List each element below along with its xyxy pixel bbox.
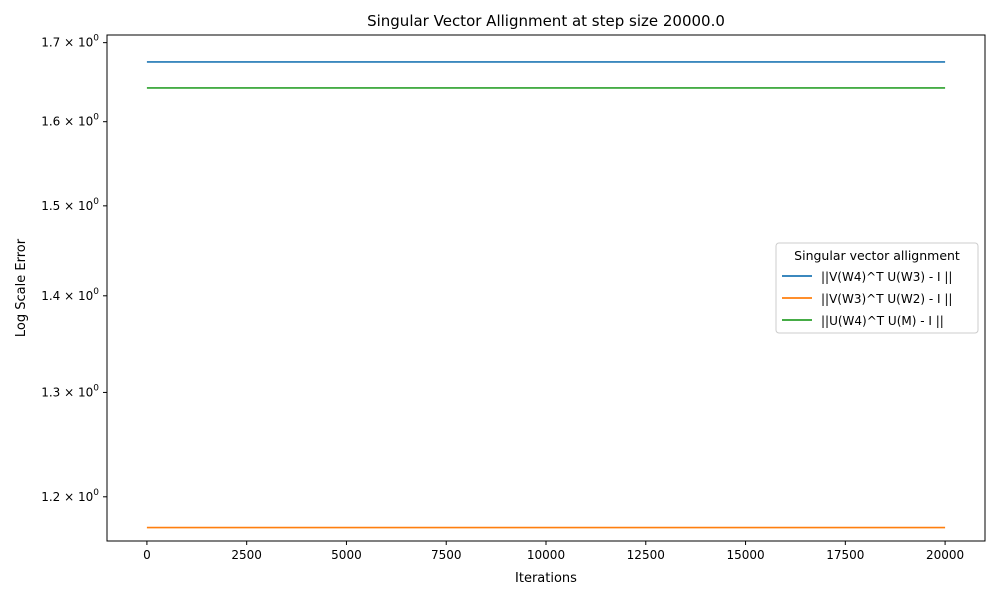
legend-frame — [775, 242, 979, 334]
legend-label-3: ||U(W4)^T U(M) - I || — [821, 314, 944, 328]
x-axis-label: Iterations — [515, 571, 577, 586]
legend-label-1: ||V(W4)^T U(W3) - I || — [821, 270, 952, 284]
y-tick-label: 1.4 × 100 — [41, 287, 99, 303]
plot-area — [146, 61, 946, 529]
x-tick-label: 10000 — [527, 548, 565, 562]
x-tick-label: 20000 — [926, 548, 964, 562]
x-axis: 0 2500 5000 7500 10000 12500 15000 17500 20000 — [143, 541, 964, 562]
y-tick-label: 1.7 × 100 — [41, 34, 99, 50]
legend-title: Singular vector allignment — [794, 248, 960, 263]
y-tick-label: 1.3 × 100 — [41, 383, 99, 399]
y-tick-label: 1.2 × 100 — [41, 488, 99, 504]
y-tick-label: 1.5 × 100 — [41, 197, 99, 213]
x-tick-label: 12500 — [627, 548, 665, 562]
y-axis: 1.2 × 100 1.3 × 100 1.4 × 100 1.5 × 100 1.6 … — [41, 34, 107, 504]
y-tick-label: 1.6 × 100 — [41, 113, 99, 129]
chart-title: Singular Vector Allignment at step size … — [367, 12, 725, 30]
x-tick-label: 17500 — [826, 548, 864, 562]
legend: Singular vector allignment ||V(W4)^T U(W… — [775, 242, 979, 334]
y-axis-label: Log Scale Error — [14, 238, 29, 337]
x-tick-label: 5000 — [331, 548, 362, 562]
x-tick-label: 15000 — [726, 548, 764, 562]
x-tick-label: 2500 — [231, 548, 262, 562]
x-tick-label: 0 — [143, 548, 151, 562]
x-tick-label: 7500 — [431, 548, 462, 562]
legend-label-2: ||V(W3)^T U(W2) - I || — [821, 292, 952, 306]
